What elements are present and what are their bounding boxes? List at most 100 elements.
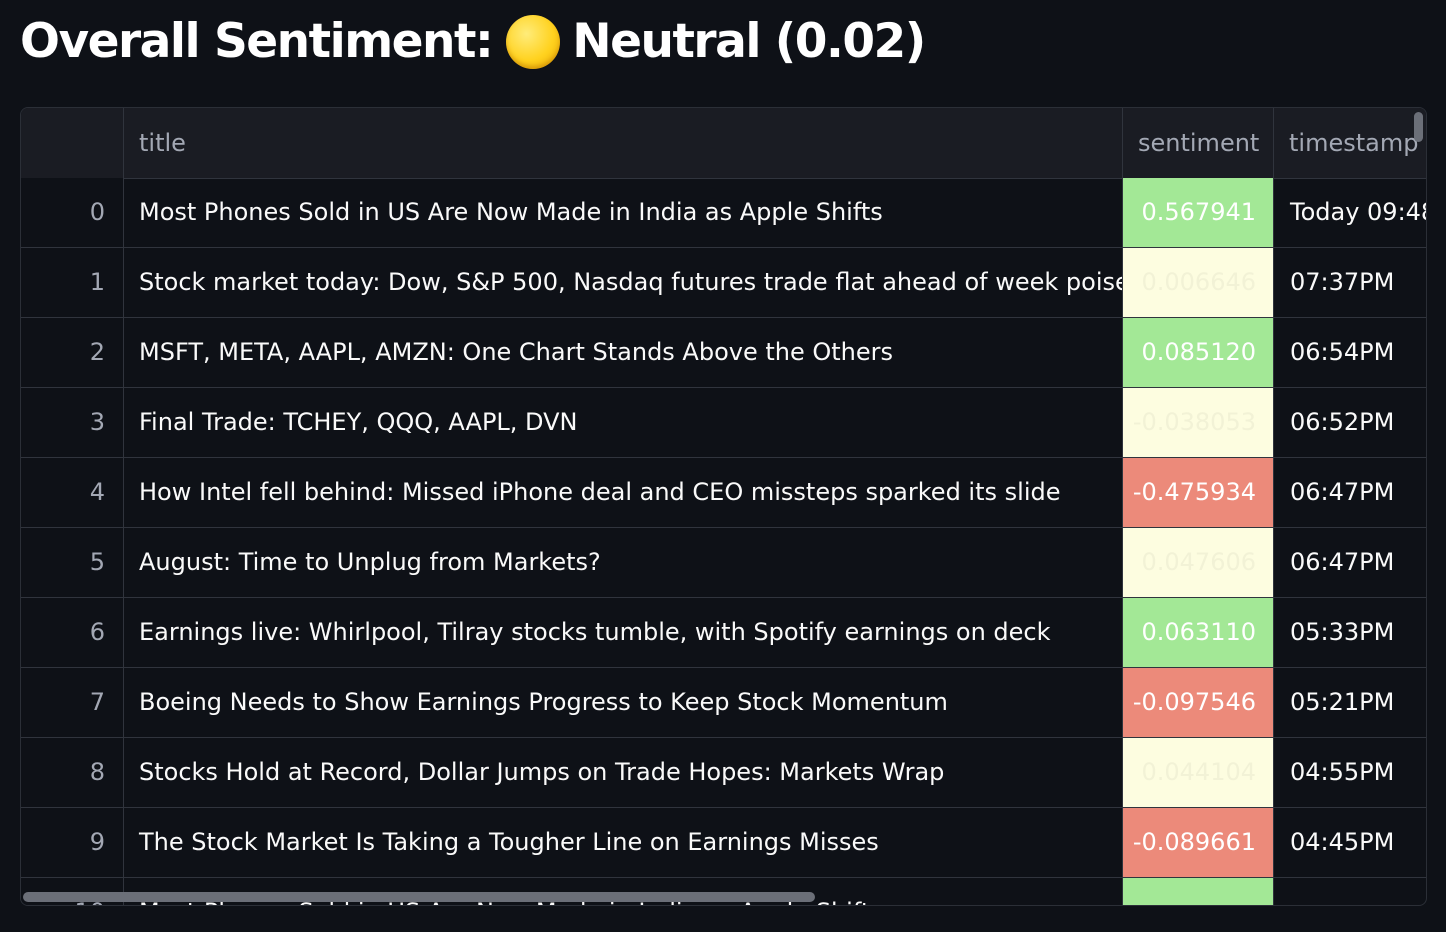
row-index-cell[interactable]: 4 — [21, 458, 123, 527]
sentiment-cell[interactable]: 0.006646 — [1122, 248, 1273, 317]
column-divider — [1273, 108, 1274, 905]
table-header: title sentiment timestamp — [21, 108, 1426, 179]
sentiment-cell[interactable]: -0.475934 — [1122, 458, 1273, 527]
sentiment-cell-text: -0.475934 — [1132, 478, 1256, 506]
timestamp-cell-text: 05:33PM — [1290, 618, 1395, 646]
title-cell-text: Final Trade: TCHEY, QQQ, AAPL, DVN — [139, 408, 578, 436]
sentiment-cell[interactable]: 0.063110 — [1122, 598, 1273, 667]
table-row[interactable]: 1 Stock market today: Dow, S&P 500, Nasda… — [21, 248, 1426, 318]
sentiment-cell[interactable]: 0.085120 — [1122, 318, 1273, 387]
sentiment-cell-text: 0.063110 — [1141, 618, 1256, 646]
timestamp-cell[interactable]: 06:52PM — [1273, 388, 1426, 457]
timestamp-cell[interactable]: 06:47PM — [1273, 528, 1426, 597]
timestamp-cell[interactable]: 05:21PM — [1273, 668, 1426, 737]
title-cell[interactable]: Final Trade: TCHEY, QQQ, AAPL, DVN — [123, 388, 1122, 457]
timestamp-cell[interactable]: 04:55PM — [1273, 738, 1426, 807]
page-title: Overall Sentiment: Neutral (0.02) — [20, 8, 926, 76]
title-cell[interactable]: MSFT, META, AAPL, AMZN: One Chart Stands… — [123, 318, 1122, 387]
column-header-timestamp[interactable]: timestamp — [1289, 129, 1419, 157]
column-header-title[interactable]: title — [139, 129, 186, 157]
title-cell[interactable]: How Intel fell behind: Missed iPhone dea… — [123, 458, 1122, 527]
sentiment-cell[interactable]: -0.089661 — [1122, 808, 1273, 877]
title-cell[interactable]: Most Phones Sold in US Are Now Made in I… — [123, 178, 1122, 247]
timestamp-cell-text: Today 09:48 — [1290, 198, 1426, 226]
timestamp-cell[interactable]: 04:45PM — [1273, 808, 1426, 877]
sentiment-cell-text: -0.038053 — [1132, 408, 1256, 436]
title-cell[interactable]: Stock market today: Dow, S&P 500, Nasdaq… — [123, 248, 1122, 317]
title-cell-text: Most Phones Sold in US Are Now Made in I… — [139, 198, 883, 226]
timestamp-cell-text: 07:37PM — [1290, 268, 1395, 296]
row-index-cell-text: 0 — [89, 198, 105, 226]
title-cell[interactable]: Stocks Hold at Record, Dollar Jumps on T… — [123, 738, 1122, 807]
table-row[interactable]: 7 Boeing Needs to Show Earnings Progress … — [21, 668, 1426, 738]
sentiment-cell-text: 0.006646 — [1141, 268, 1256, 296]
column-divider — [123, 108, 124, 905]
column-header-index[interactable] — [21, 108, 123, 178]
table-row[interactable]: 8 Stocks Hold at Record, Dollar Jumps on … — [21, 738, 1426, 808]
row-index-cell[interactable]: 5 — [21, 528, 123, 597]
timestamp-cell[interactable]: 06:47PM — [1273, 458, 1426, 527]
row-index-cell-text: 6 — [89, 618, 105, 646]
title-cell-text: Earnings live: Whirlpool, Tilray stocks … — [139, 618, 1051, 646]
sentiment-cell[interactable]: -0.097546 — [1122, 668, 1273, 737]
title-cell-text: How Intel fell behind: Missed iPhone dea… — [139, 478, 1061, 506]
row-index-cell-text: 7 — [89, 688, 105, 716]
table-row[interactable]: 6 Earnings live: Whirlpool, Tilray stocks… — [21, 598, 1426, 668]
row-index-cell[interactable]: 9 — [21, 808, 123, 877]
timestamp-cell-text: 06:52PM — [1290, 408, 1395, 436]
row-index-cell-text: 9 — [89, 828, 105, 856]
row-index-cell-text: 3 — [89, 408, 105, 436]
table-row[interactable]: 9 The Stock Market Is Taking a Tougher Li… — [21, 808, 1426, 878]
timestamp-cell-text: 04:55PM — [1290, 758, 1395, 786]
sentiment-cell-text: 0.085120 — [1141, 338, 1256, 366]
column-header-sentiment[interactable]: sentiment — [1138, 129, 1260, 157]
title-cell[interactable]: Earnings live: Whirlpool, Tilray stocks … — [123, 598, 1122, 667]
table-row[interactable]: 4 How Intel fell behind: Missed iPhone de… — [21, 458, 1426, 528]
sentiment-cell[interactable] — [1122, 878, 1273, 905]
title-cell-text: Stock market today: Dow, S&P 500, Nasdaq… — [139, 268, 1122, 296]
row-index-cell[interactable]: 7 — [21, 668, 123, 737]
row-index-cell[interactable]: 2 — [21, 318, 123, 387]
table-row[interactable]: 0 Most Phones Sold in US Are Now Made in … — [21, 178, 1426, 248]
sentiment-cell[interactable]: 0.044104 — [1122, 738, 1273, 807]
title-cell[interactable]: The Stock Market Is Taking a Tougher Lin… — [123, 808, 1122, 877]
table-row[interactable]: 2 MSFT, META, AAPL, AMZN: One Chart Stand… — [21, 318, 1426, 388]
timestamp-cell-text: 04:45PM — [1290, 828, 1395, 856]
timestamp-cell-text: 05:21PM — [1290, 688, 1395, 716]
title-cell-text: MSFT, META, AAPL, AMZN: One Chart Stands… — [139, 338, 894, 366]
timestamp-cell[interactable]: Today 09:48 — [1273, 178, 1426, 247]
sentiment-cell-text: 0.047606 — [1141, 548, 1256, 576]
title-cell-text: Stocks Hold at Record, Dollar Jumps on T… — [139, 758, 945, 786]
sentiment-cell-text: 0.044104 — [1141, 758, 1256, 786]
row-index-cell[interactable]: 8 — [21, 738, 123, 807]
horizontal-scrollbar[interactable] — [23, 892, 815, 902]
table-row[interactable]: 3 Final Trade: TCHEY, QQQ, AAPL, DVN -0.03… — [21, 388, 1426, 458]
yellow-circle-icon — [506, 15, 561, 69]
sentiment-cell[interactable]: 0.047606 — [1122, 528, 1273, 597]
sentiment-cell-text: 0.567941 — [1141, 198, 1256, 226]
timestamp-cell-text: 06:54PM — [1290, 338, 1395, 366]
sentiment-cell[interactable]: -0.038053 — [1122, 388, 1273, 457]
row-index-cell-text: 4 — [89, 478, 105, 506]
row-index-cell[interactable]: 0 — [21, 178, 123, 247]
news-sentiment-table[interactable]: title sentiment timestamp 0 Most Phones S… — [20, 107, 1427, 906]
title-cell[interactable]: Boeing Needs to Show Earnings Progress t… — [123, 668, 1122, 737]
column-divider — [1122, 108, 1123, 905]
timestamp-cell[interactable]: 05:33PM — [1273, 598, 1426, 667]
row-index-cell-text: 8 — [89, 758, 105, 786]
row-index-cell-text: 2 — [89, 338, 105, 366]
timestamp-cell[interactable] — [1273, 878, 1426, 905]
timestamp-cell[interactable]: 07:37PM — [1273, 248, 1426, 317]
row-index-cell[interactable]: 6 — [21, 598, 123, 667]
row-index-cell[interactable]: 3 — [21, 388, 123, 457]
table-row[interactable]: 5 August: Time to Unplug from Markets? 0.0… — [21, 528, 1426, 598]
vertical-scrollbar[interactable] — [1414, 112, 1423, 142]
row-index-cell-text: 5 — [89, 548, 105, 576]
timestamp-cell-text: 06:47PM — [1290, 548, 1395, 576]
timestamp-cell[interactable]: 06:54PM — [1273, 318, 1426, 387]
row-index-cell[interactable]: 1 — [21, 248, 123, 317]
overall-sentiment-value: Neutral (0.02) — [572, 14, 926, 69]
overall-sentiment-label: Overall Sentiment: — [20, 14, 494, 69]
title-cell[interactable]: August: Time to Unplug from Markets? — [123, 528, 1122, 597]
sentiment-cell[interactable]: 0.567941 — [1122, 178, 1273, 247]
